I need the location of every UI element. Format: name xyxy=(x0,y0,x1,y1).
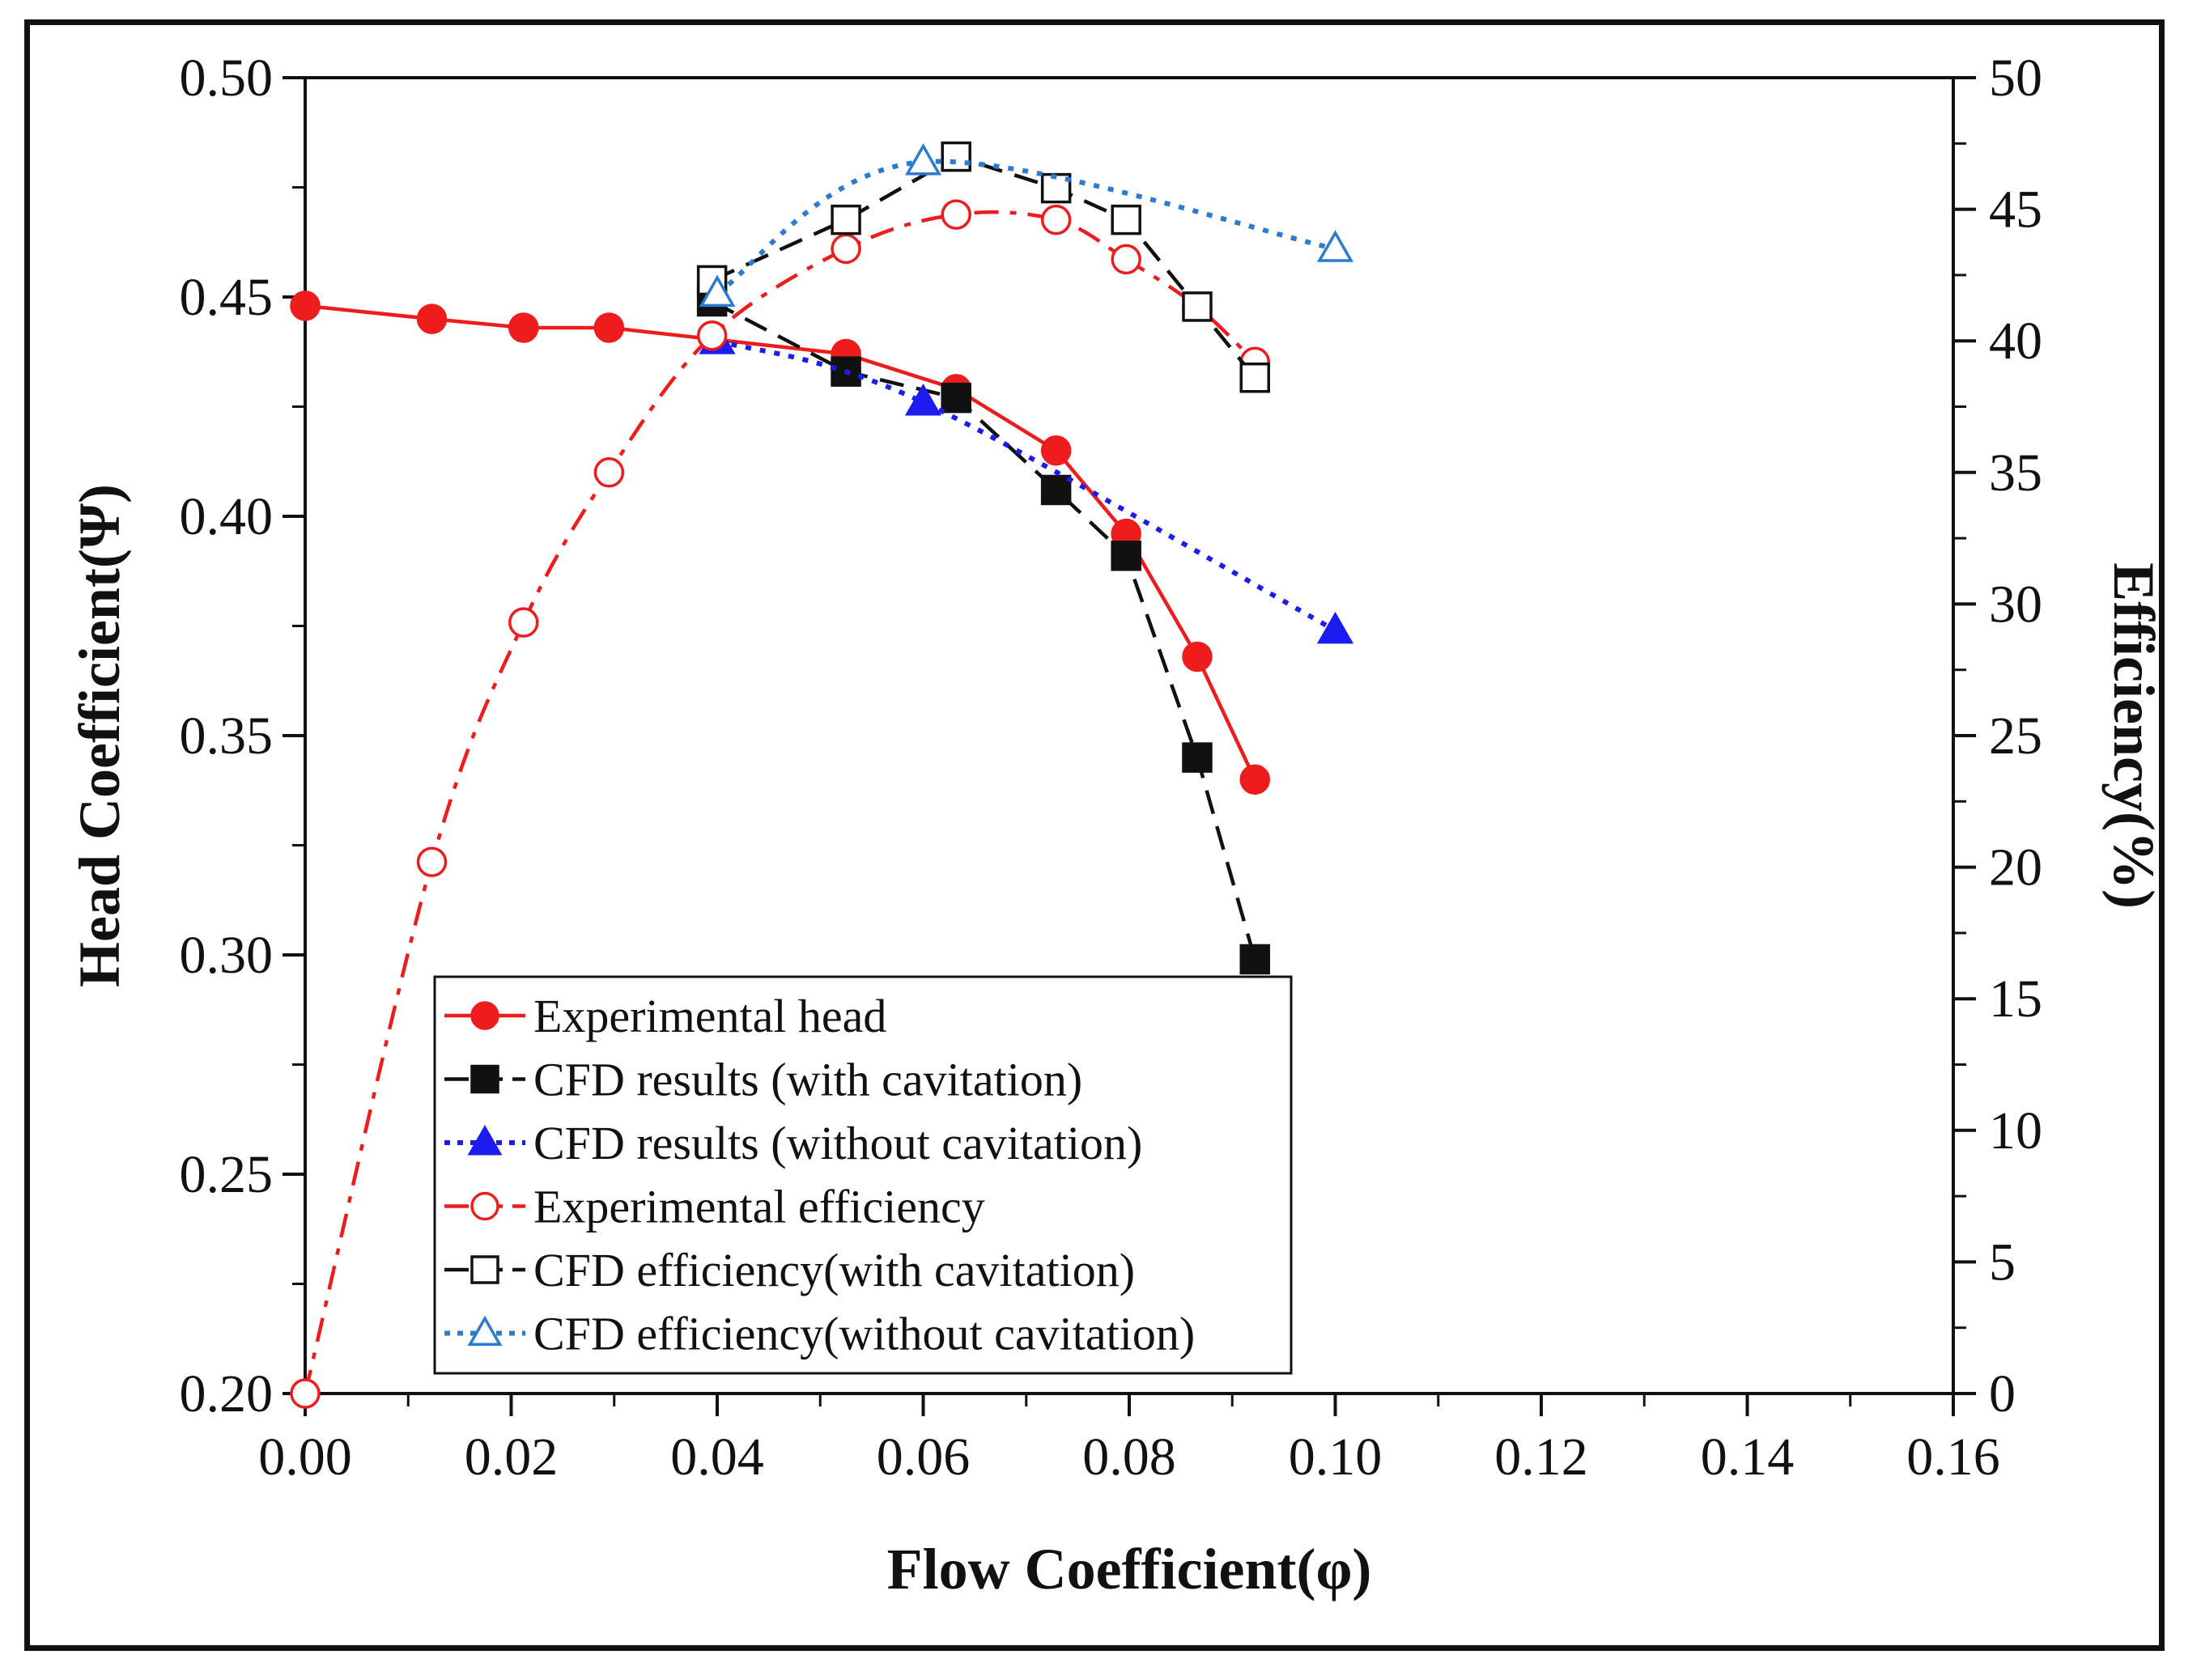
plot-series-group xyxy=(290,141,1354,1409)
y-right-tick-label: 20 xyxy=(1989,838,2042,897)
data-point xyxy=(1239,362,1270,393)
y-right-tick-label: 50 xyxy=(1989,49,2042,108)
legend-swatch-marker xyxy=(470,1191,499,1221)
data-point xyxy=(1316,230,1354,262)
y-left-tick-label: 0.50 xyxy=(180,49,274,108)
data-point xyxy=(416,846,448,877)
data-point xyxy=(290,291,321,321)
legend-label: CFD results (with cavitation) xyxy=(533,1054,1082,1106)
x-tick-label: 0.06 xyxy=(877,1428,971,1487)
series-line-0 xyxy=(304,303,1257,781)
legend-swatch-marker xyxy=(467,1315,503,1347)
data-point xyxy=(593,312,625,343)
data-point xyxy=(1040,474,1072,506)
legend-label: Experimental head xyxy=(533,990,886,1042)
y-left-tick-label: 0.40 xyxy=(180,487,274,546)
data-point xyxy=(416,303,448,334)
y-right-tick-label: 15 xyxy=(1989,969,2042,1029)
data-point xyxy=(1111,244,1141,275)
chart-canvas: 0.00 0.02 0.04 0.06 0.08 0.10 0.12 0.14 0.16 0.20… xyxy=(67,49,2159,1602)
data-point xyxy=(696,320,728,351)
data-point xyxy=(508,607,539,638)
x-tick-label: 0.04 xyxy=(670,1428,764,1487)
data-point xyxy=(1040,204,1072,235)
series-line-1 xyxy=(711,299,1257,961)
data-point xyxy=(593,457,625,488)
data-point xyxy=(1040,435,1072,466)
data-point xyxy=(1239,944,1270,975)
y-left-tick-label: 0.35 xyxy=(180,706,274,766)
legend-label: CFD efficiency(without cavitation) xyxy=(533,1308,1195,1360)
figure-frame: 0.00 0.02 0.04 0.06 0.08 0.10 0.12 0.14 0.16 0.20… xyxy=(24,19,2165,1651)
x-tick-label: 0.02 xyxy=(465,1428,559,1487)
data-point xyxy=(1111,204,1141,235)
legend-swatch-marker xyxy=(470,1064,499,1094)
series-5 xyxy=(699,142,1354,308)
x-tick-label: 0.08 xyxy=(1082,1428,1176,1487)
data-point xyxy=(1182,641,1213,672)
data-point xyxy=(699,274,736,308)
x-axis-title: Flow Coefficient(φ) xyxy=(887,1537,1372,1602)
x-tick-label: 0.00 xyxy=(258,1428,352,1487)
data-point xyxy=(941,141,971,172)
y-axis-left-title: Head Coefficient(Ψ) xyxy=(67,484,132,987)
data-point xyxy=(831,233,861,265)
legend-box xyxy=(433,975,1293,1375)
y-right-tick-label: 40 xyxy=(1989,312,2042,371)
x-tick-label: 0.16 xyxy=(1906,1428,2000,1487)
data-point xyxy=(290,1378,321,1409)
x-tick-label: 0.12 xyxy=(1494,1428,1588,1487)
y-right-tick-label: 0 xyxy=(1989,1364,2016,1423)
legend-swatch-marker xyxy=(467,1125,503,1156)
data-point xyxy=(904,142,942,176)
data-point xyxy=(1239,764,1270,795)
y-right-tick-label: 35 xyxy=(1989,443,2042,503)
legend-label: Experimental efficiency xyxy=(533,1181,985,1233)
x-tick-label: 0.14 xyxy=(1701,1428,1795,1487)
x-tick-label: 0.10 xyxy=(1289,1428,1383,1487)
data-point xyxy=(1182,291,1213,322)
y-right-tick-label: 10 xyxy=(1989,1101,2042,1160)
data-point xyxy=(941,199,971,230)
axes-group: 0.00 0.02 0.04 0.06 0.08 0.10 0.12 0.14 0.16 0.20… xyxy=(180,49,2043,1487)
legend: Experimental head CFD results (with cavit… xyxy=(433,975,1293,1375)
series-3 xyxy=(290,199,1270,1409)
data-point xyxy=(1111,541,1141,571)
series-4 xyxy=(696,141,1270,393)
series-line-5 xyxy=(716,159,1336,296)
y-left-tick-label: 0.25 xyxy=(180,1145,274,1204)
y-right-tick-label: 5 xyxy=(1989,1232,2016,1292)
y-left-tick-label: 0.45 xyxy=(180,268,274,327)
y-axis-right-title: Efficiency(%) xyxy=(2101,562,2159,909)
data-point xyxy=(904,384,942,416)
y-right-tick-label: 25 xyxy=(1989,706,2042,766)
legend-label: CFD efficiency(with cavitation) xyxy=(533,1244,1135,1296)
y-left-tick-label: 0.30 xyxy=(180,926,274,985)
y-right-tick-label: 45 xyxy=(1989,180,2042,240)
data-point xyxy=(1182,742,1213,773)
legend-swatch-marker xyxy=(470,1001,499,1030)
legend-label: CFD results (without cavitation) xyxy=(533,1117,1142,1169)
data-point xyxy=(1316,611,1354,644)
y-left-tick-label: 0.20 xyxy=(180,1364,274,1423)
legend-swatch-marker xyxy=(470,1255,499,1284)
data-point xyxy=(508,312,539,343)
data-point xyxy=(941,382,971,414)
data-point xyxy=(831,204,861,235)
y-right-tick-label: 30 xyxy=(1989,575,2042,634)
series-line-2 xyxy=(716,338,1336,633)
